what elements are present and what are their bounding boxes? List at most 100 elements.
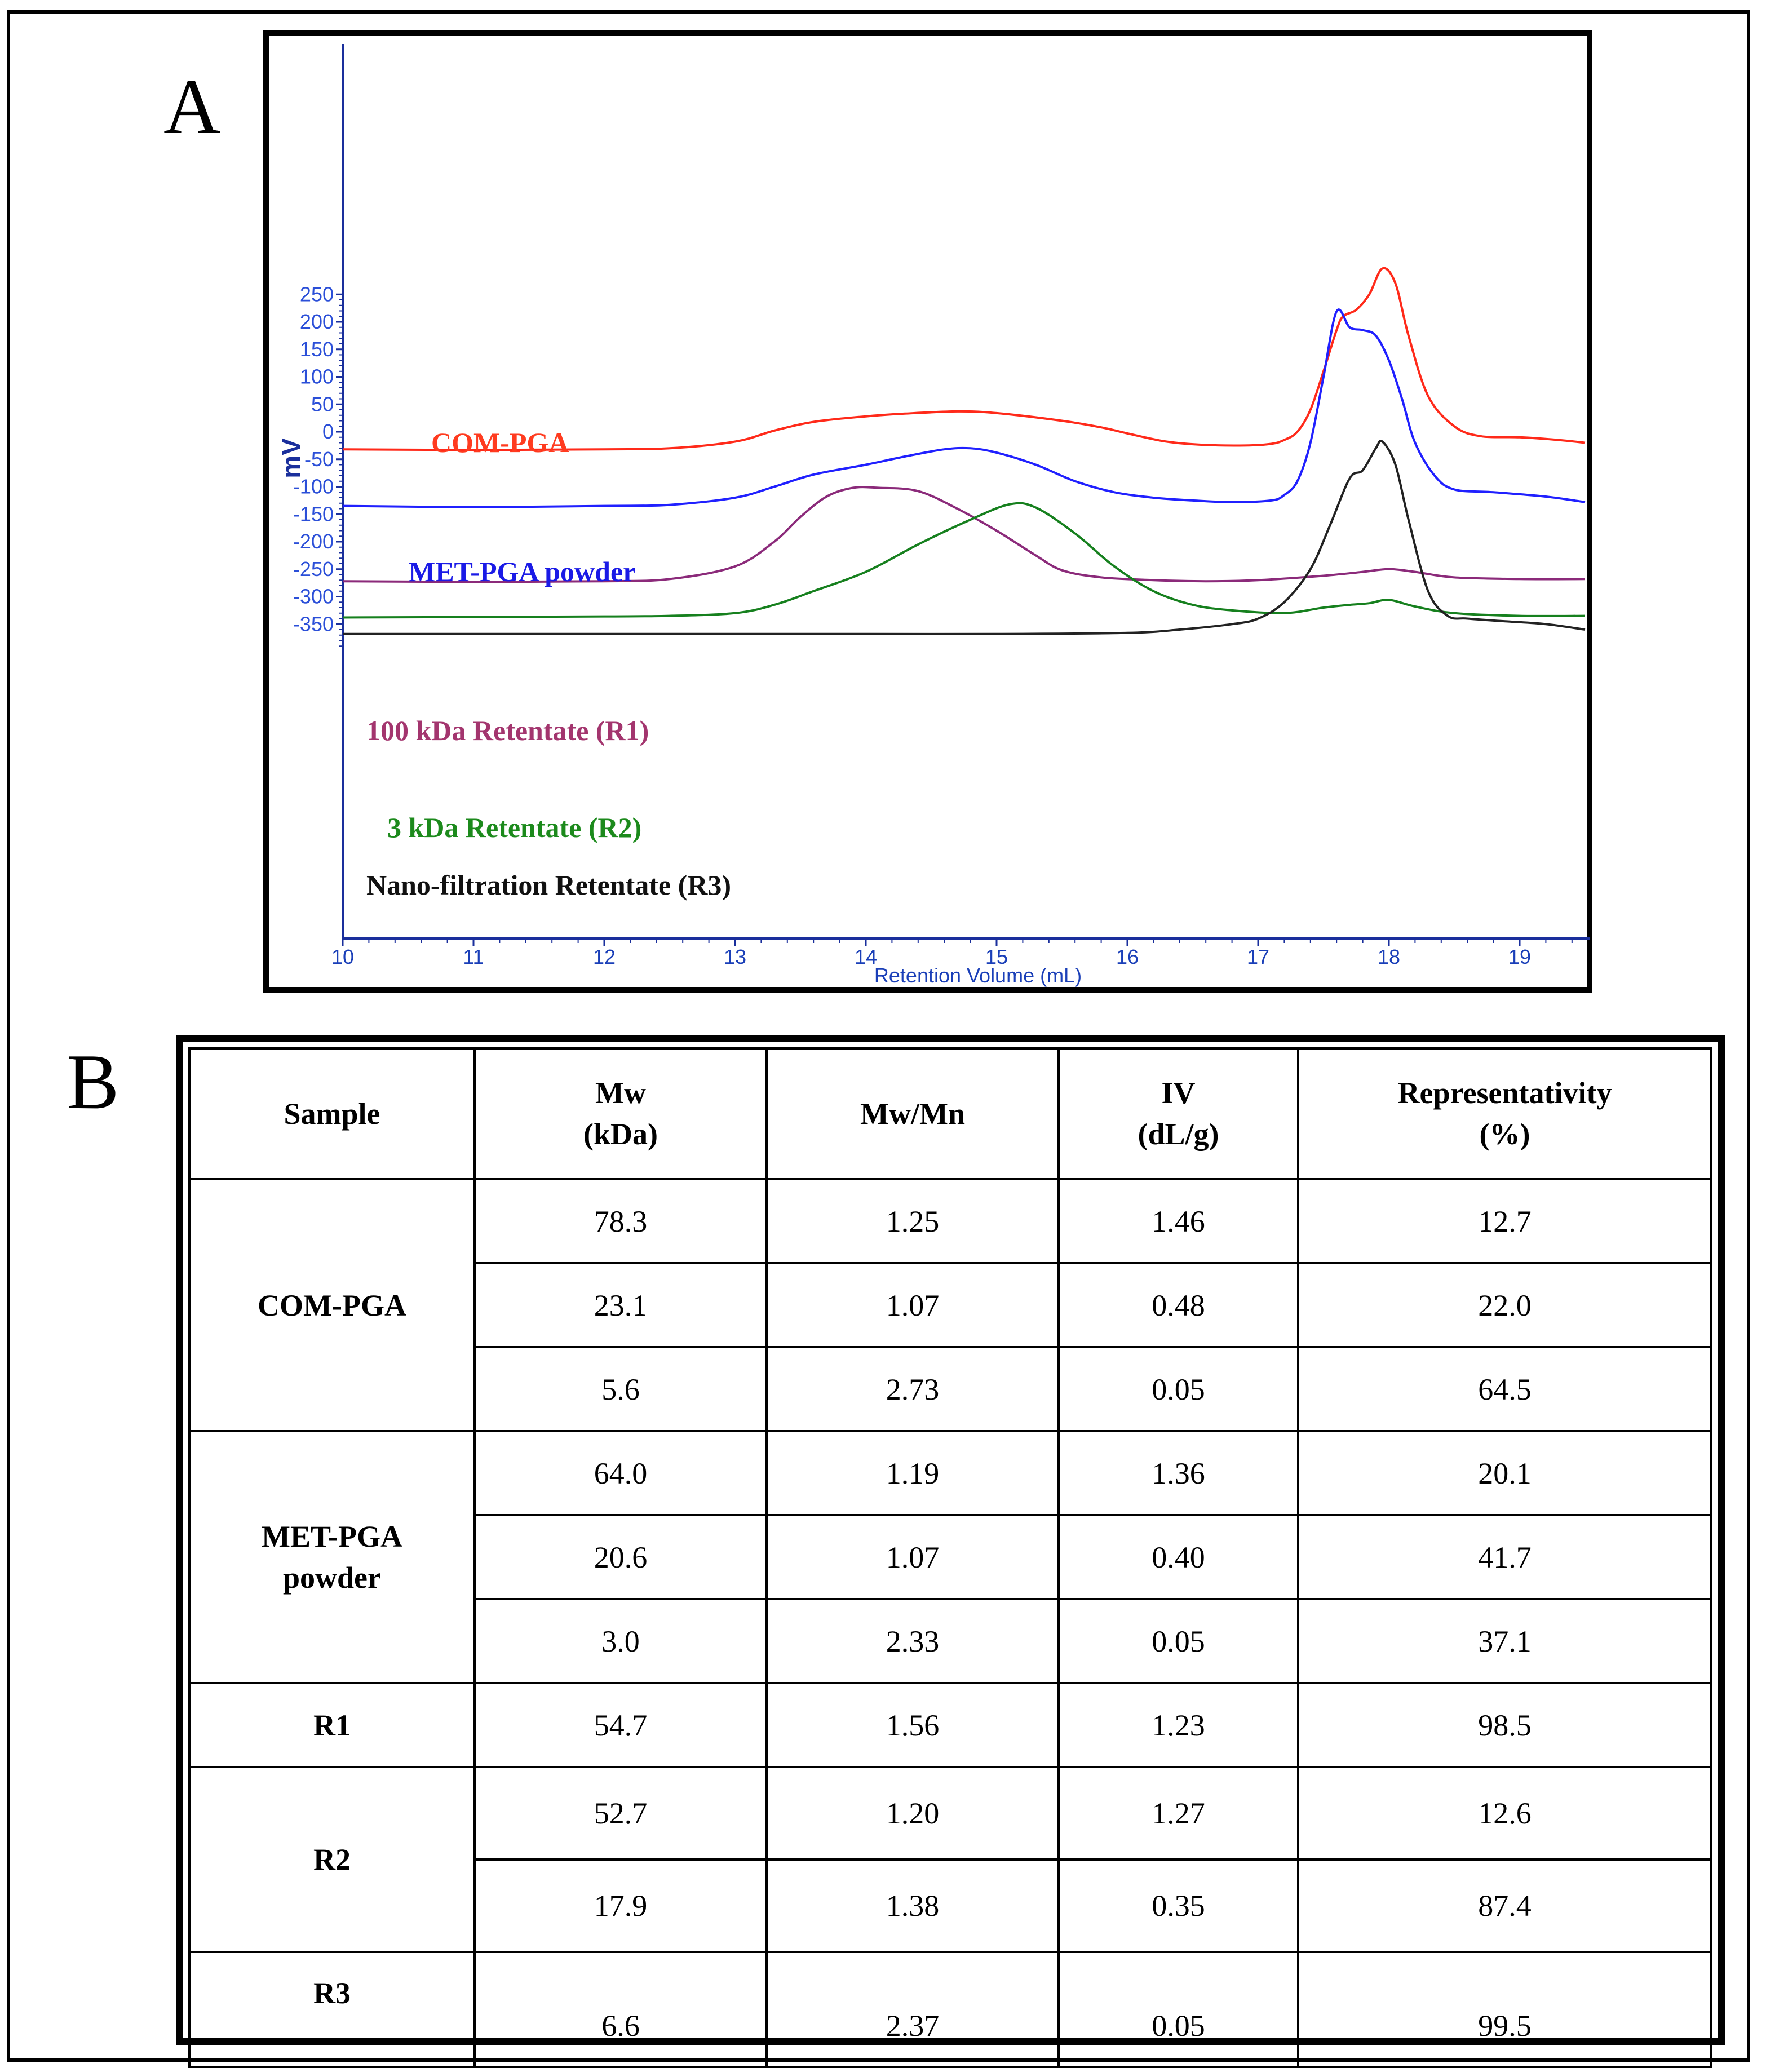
series-line-2: [342, 486, 1586, 583]
header-mwmn: Mw/Mn: [765, 1047, 1060, 1180]
y-tick-label: 150: [300, 338, 334, 361]
series-line-1: [342, 308, 1586, 508]
y-tick-label: -200: [293, 530, 334, 553]
y-tick-label: 0: [322, 420, 334, 443]
cell-rep: 64.5: [1297, 1346, 1712, 1432]
cell-mwmn: 2.37: [765, 1951, 1060, 2068]
header-representativity: Representativity (%): [1297, 1047, 1712, 1180]
x-tick-label: 13: [724, 945, 746, 968]
cell-mw: 54.7: [473, 1682, 768, 1768]
cell-rep: 98.5: [1297, 1682, 1712, 1768]
y-axis-label: mV: [276, 438, 306, 479]
header-iv: IV (dL/g): [1057, 1047, 1299, 1180]
sample-r3: R3: [188, 1951, 476, 2068]
y-ticks: 250 200 150 100 50 0 -50 -100 -150 -200 -250 -300 -3…: [293, 282, 343, 647]
y-tick-label: -250: [293, 557, 334, 581]
cell-rep: 41.7: [1297, 1514, 1712, 1600]
table-row: MET-PGA powder 64.0 1.19 1.36 20.1: [188, 1430, 1712, 1684]
cell-iv: 0.48: [1057, 1262, 1299, 1348]
table-row: R2 52.7 1.20 1.27 12.6: [188, 1766, 1712, 1953]
cell-rep: 12.7: [1297, 1178, 1712, 1264]
cell-mw: 17.9: [473, 1858, 768, 1953]
y-tick-label: -150: [293, 502, 334, 525]
cell-mw: 23.1: [473, 1262, 768, 1348]
cell-iv: 0.05: [1057, 1598, 1299, 1684]
cell-rep: 37.1: [1297, 1598, 1712, 1684]
y-tick-label: 250: [300, 282, 334, 306]
y-tick-label: -100: [293, 475, 334, 498]
sample-r1: R1: [188, 1682, 476, 1768]
cell-iv: 1.27: [1057, 1766, 1299, 1861]
results-table-frame: Sample Mw (kDa) Mw/Mn IV (dL/g) Representa…: [176, 1035, 1725, 2068]
series-label-met-pga: MET-PGA powder: [409, 556, 635, 587]
x-tick-label: 14: [855, 945, 877, 968]
cell-mw: 6.6: [473, 1951, 768, 2068]
cell-mw: 78.3: [473, 1178, 768, 1264]
cell-rep: 22.0: [1297, 1262, 1712, 1348]
cell-iv: 1.23: [1057, 1682, 1299, 1768]
y-tick-label: -50: [304, 448, 334, 471]
header-mw: Mw (kDa): [473, 1047, 768, 1180]
sample-r2: R2: [188, 1766, 476, 1953]
cell-mwmn: 1.07: [765, 1262, 1060, 1348]
chart-svg: 250 200 150 100 50 0 -50 -100 -150 -200 -250 -300 -3…: [263, 30, 1592, 993]
series-line-4: [343, 440, 1586, 635]
series-line-3: [342, 502, 1586, 619]
x-tick-label: 17: [1247, 945, 1269, 968]
table-row: 20.6 1.07 0.40 41.7: [189, 1514, 1712, 1600]
y-tick-label: -300: [293, 585, 334, 608]
cell-iv: 1.46: [1057, 1178, 1299, 1264]
series-label-r2: 3 kDa Retentate (R2): [387, 812, 641, 843]
cell-rep: 99.5: [1297, 1951, 1712, 2068]
y-tick-label: 200: [300, 310, 334, 333]
series-label-r1: 100 kDa Retentate (R1): [366, 715, 649, 746]
series-line-0: [342, 267, 1586, 451]
cell-rep: 20.1: [1297, 1430, 1712, 1516]
cell-mwmn: 1.07: [765, 1514, 1060, 1600]
cell-rep: 87.4: [1297, 1858, 1712, 1953]
chromatogram-chart: 250 200 150 100 50 0 -50 -100 -150 -200 -250 -300 -3…: [263, 30, 1592, 993]
header-sample: Sample: [188, 1047, 476, 1180]
cell-iv: 0.40: [1057, 1514, 1299, 1600]
x-tick-label: 15: [985, 945, 1008, 968]
results-table: Sample Mw (kDa) Mw/Mn IV (dL/g) Representa…: [188, 1047, 1712, 2068]
table-row: COM-PGA 78.3 1.25 1.46 12.7: [188, 1178, 1712, 1432]
sample-com-pga: COM-PGA: [188, 1178, 476, 1432]
series-lines: [342, 267, 1586, 635]
cell-mwmn: 2.73: [765, 1346, 1060, 1432]
table-row: 23.1 1.07 0.48 22.0: [189, 1262, 1712, 1348]
cell-iv: 0.05: [1057, 1346, 1299, 1432]
cell-iv: 1.36: [1057, 1430, 1299, 1516]
sample-met-pga: MET-PGA powder: [188, 1430, 476, 1684]
table-row: 3.0 2.33 0.05 37.1: [189, 1598, 1712, 1684]
cell-mwmn: 1.20: [765, 1766, 1060, 1861]
series-label-r3: Nano-filtration Retentate (R3): [366, 869, 731, 901]
cell-mw: 5.6: [473, 1346, 768, 1432]
chart-border: [263, 30, 1592, 993]
y-tick-label: 100: [300, 365, 334, 388]
cell-mw: 20.6: [473, 1514, 768, 1600]
x-tick-label: 16: [1116, 945, 1139, 968]
x-tick-label: 18: [1378, 945, 1400, 968]
series-label-com-pga: COM-PGA: [431, 427, 569, 458]
cell-mwmn: 2.33: [765, 1598, 1060, 1684]
panel-a-label: A: [163, 63, 221, 150]
panel-b-label: B: [67, 1038, 119, 1126]
cell-mw: 52.7: [473, 1766, 768, 1861]
cell-mwmn: 1.38: [765, 1858, 1060, 1953]
y-tick-label: -350: [293, 612, 334, 635]
cell-rep: 12.6: [1297, 1766, 1712, 1861]
cell-mw: 64.0: [473, 1430, 768, 1516]
x-axis-label: Retention Volume (mL): [874, 964, 1082, 987]
cell-mwmn: 1.19: [765, 1430, 1060, 1516]
table-row: R1 54.7 1.56 1.23 98.5: [188, 1682, 1712, 1768]
x-ticks: 10 11 12 13 14 15 16 17 18 19: [331, 938, 1573, 968]
cell-iv: 0.35: [1057, 1858, 1299, 1953]
table-row: 5.6 2.73 0.05 64.5: [189, 1346, 1712, 1432]
table-row: R3 6.6 2.37 0.05 99.5: [188, 1951, 1712, 2068]
cell-mw: 3.0: [473, 1598, 768, 1684]
x-tick-label: 12: [593, 945, 616, 968]
x-tick-label: 11: [463, 945, 484, 968]
x-tick-label: 19: [1508, 945, 1531, 968]
table-header-row: Sample Mw (kDa) Mw/Mn IV (dL/g) Representa…: [188, 1047, 1712, 1180]
